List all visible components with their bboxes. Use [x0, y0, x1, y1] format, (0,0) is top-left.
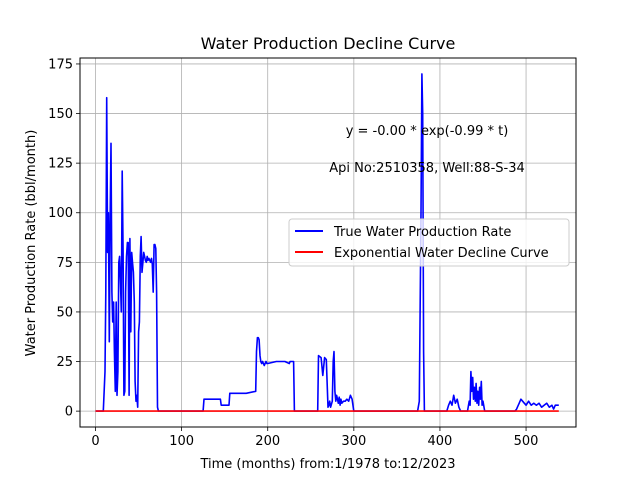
- legend-label-true-rate: True Water Production Rate: [333, 225, 511, 240]
- y-axis-label: Water Production Rate (bbl/month): [24, 130, 39, 357]
- series-line-true-rate: [95, 73, 559, 412]
- ticks: 0 100 200 300 400 500 0 25 50 75 100 125 150 175: [48, 57, 538, 449]
- x-tick-label: 0: [91, 434, 99, 449]
- y-tick-label: 100: [48, 206, 73, 221]
- chart-title: Water Production Decline Curve: [201, 34, 456, 53]
- axes: [79, 57, 577, 428]
- x-tick-label: 500: [514, 434, 539, 449]
- y-tick-label: 25: [56, 355, 73, 370]
- x-tick-label: 200: [255, 434, 280, 449]
- x-tick-label: 100: [169, 434, 194, 449]
- y-tick-label: 150: [48, 107, 73, 122]
- y-tick-label: 50: [56, 305, 73, 320]
- plot-frame: [79, 57, 577, 428]
- legend: True Water Production Rate Exponential W…: [288, 218, 570, 267]
- series-layer: [95, 73, 559, 412]
- x-tick-label: 400: [428, 434, 453, 449]
- legend-box: [288, 218, 570, 267]
- y-tick-label: 75: [56, 256, 73, 271]
- well-annotation: Api No:2510358, Well:88-S-34: [329, 161, 525, 176]
- x-axis-label: Time (months) from:1/1978 to:12/2023: [199, 457, 455, 472]
- y-tick-label: 125: [48, 157, 73, 172]
- x-tick-label: 300: [341, 434, 366, 449]
- y-tick-label: 175: [48, 57, 73, 72]
- y-tick-label: 0: [65, 405, 73, 420]
- equation-annotation: y = -0.00 * exp(-0.99 * t): [346, 124, 509, 139]
- legend-label-decline-curve: Exponential Water Decline Curve: [334, 246, 549, 261]
